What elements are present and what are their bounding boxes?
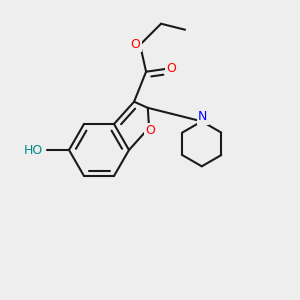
Text: O: O: [167, 62, 176, 75]
Text: O: O: [130, 38, 140, 51]
Text: N: N: [198, 110, 207, 123]
Text: HO: HO: [23, 143, 43, 157]
Text: O: O: [146, 124, 155, 137]
